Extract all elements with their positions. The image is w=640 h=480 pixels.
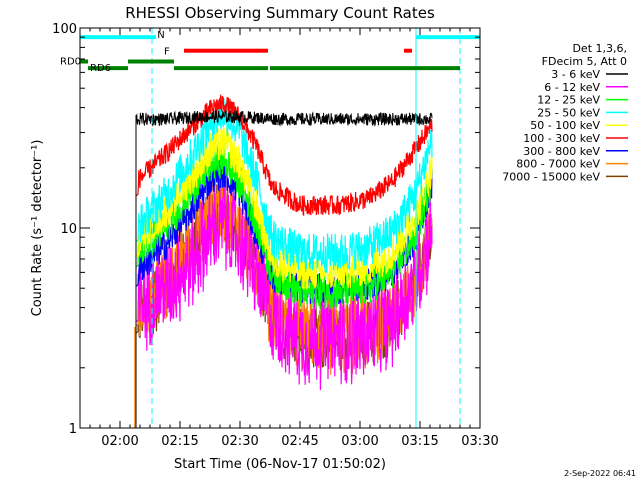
state-label-rd6: RD6 [90,63,111,74]
state-bar-f-segment-1 [184,48,268,53]
state-label-n: N [157,30,164,41]
chart-title: RHESSI Observing Summary Count Rates [125,4,435,22]
state-bar-f-segment-2 [404,48,412,53]
x-tick-label-5: 03:00 [341,434,378,449]
x-tick-label-3: 02:30 [221,434,258,449]
state-bar-rd6-segment-3 [270,66,348,71]
state-bar-rd0-segment-2 [128,59,174,64]
legend-header-line-1: Det 1,3,6, [572,42,627,55]
timestamp: 2-Sep-2022 06:41 [564,469,636,478]
y-tick-label-3: 100 [52,22,77,37]
legend-entry-label-7: 300 - 800 keV [523,145,600,158]
legend-entry-label-1: 3 - 6 keV [551,68,600,81]
x-tick-label-7: 03:30 [461,434,498,449]
state-bar-rd6-segment-4 [348,66,460,71]
x-tick-label-2: 02:15 [161,434,198,449]
y-axis-label: Count Rate (s⁻¹ detector⁻¹) [30,140,45,317]
legend-entry-label-8: 800 - 7000 keV [516,158,600,171]
legend-header-line-2: FDecim 5, Att 0 [542,55,627,68]
y-axis: 1 10 100 [52,22,480,437]
series-layer [134,94,433,428]
x-tick-label-1: 02:00 [101,434,138,449]
state-bars-layer: NF RD0 RD6 [60,30,480,74]
state-bar-n-segment-1 [80,35,156,40]
state-bar-rd6-segment-1 [88,66,128,71]
state-bar-n-segment-2 [416,35,480,40]
x-axis: 02:00 02:15 02:30 02:45 03:00 03:15 03:30 [79,28,499,449]
series-line-50-100-kev [135,126,433,290]
series-line-100-300-kev [135,94,433,217]
series-line-25-50-kev [135,98,433,273]
legend-entry-label-2: 6 - 12 keV [544,81,600,94]
series-line-3-6-kev [135,110,433,428]
x-tick-label-6: 03:15 [401,434,438,449]
state-label-rd0: RD0 [60,56,81,67]
x-tick-label-4: 02:45 [281,434,318,449]
legend-entry-label-4: 25 - 50 keV [537,106,600,119]
y-tick-label-1: 1 [69,422,77,437]
state-bar-rd6-segment-2 [174,66,268,71]
x-axis-label: Start Time (06-Nov-17 01:50:02) [174,457,386,472]
y-tick-label-2: 10 [60,222,77,237]
state-label-f: F [164,47,170,58]
legend-entry-label-6: 100 - 300 keV [523,132,600,145]
legend-entry-label-5: 50 - 100 keV [530,119,600,132]
state-bar-rd0-segment-1 [80,59,88,64]
legend-entry-label-3: 12 - 25 keV [537,94,600,107]
series-line-6-12-kev [135,177,433,391]
legend-entry-label-9: 7000 - 15000 keV [502,170,600,183]
